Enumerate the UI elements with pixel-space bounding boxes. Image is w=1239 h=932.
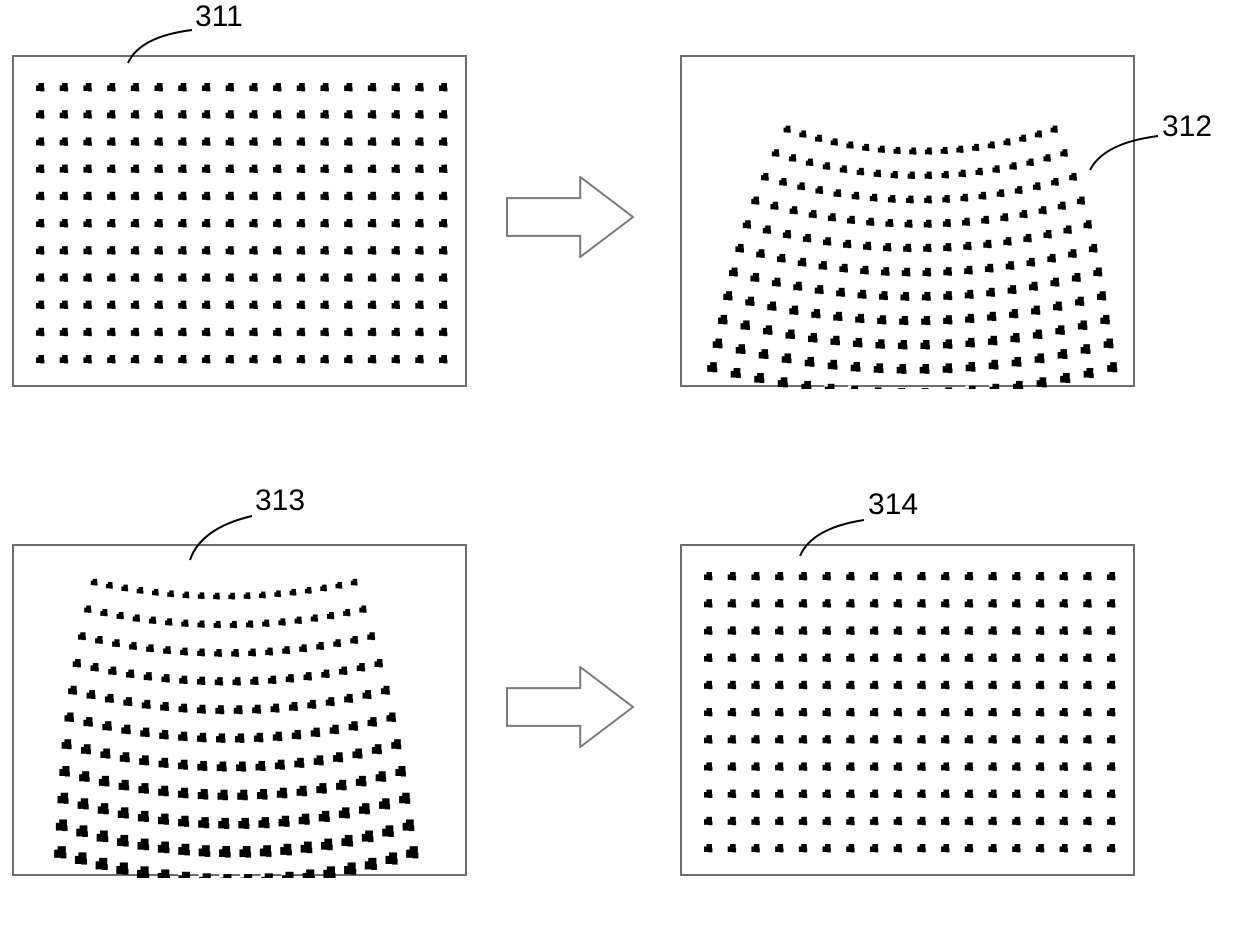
figure-label-313: 313 bbox=[255, 484, 305, 518]
panel-312 bbox=[680, 55, 1135, 387]
flow-arrow-1 bbox=[506, 176, 634, 258]
panel-313 bbox=[12, 544, 467, 876]
figure-label-311: 311 bbox=[195, 0, 243, 34]
panel-314-dots bbox=[682, 546, 1137, 878]
figure-label-314: 314 bbox=[868, 488, 918, 522]
flow-arrow-2 bbox=[506, 666, 634, 748]
panel-313-dots bbox=[14, 546, 469, 878]
panel-311 bbox=[12, 55, 467, 387]
diagram-stage: 311 312 313 314 bbox=[0, 0, 1239, 932]
figure-label-312: 312 bbox=[1162, 110, 1212, 144]
panel-312-dots bbox=[682, 57, 1137, 389]
panel-314 bbox=[680, 544, 1135, 876]
panel-311-dots bbox=[14, 57, 469, 389]
